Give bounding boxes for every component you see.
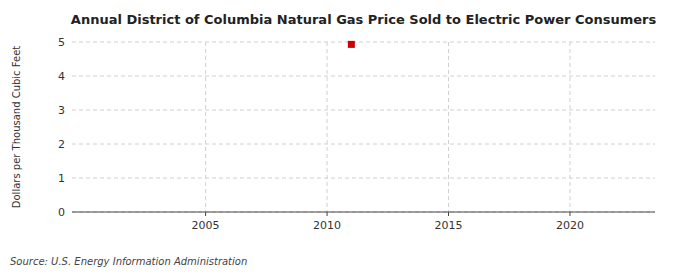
x-tick-label: 2015 [435, 219, 463, 232]
x-tick-label: 2005 [192, 219, 220, 232]
y-grid-line [72, 42, 655, 43]
y-grid-line [72, 144, 655, 145]
y-axis-label: Dollars per Thousand Cubic Feet [11, 46, 22, 209]
y-tick-label: 0 [58, 206, 65, 219]
y-tick-label: 2 [58, 138, 65, 151]
data-point [348, 41, 355, 48]
x-tick-label: 2020 [556, 219, 584, 232]
y-tick-label: 5 [58, 36, 65, 49]
chart: 2005 2010 2015 2020 0 1 2 3 4 5 Annual District of… [0, 0, 675, 275]
y-tick-label: 3 [58, 104, 65, 117]
plot-area [348, 41, 355, 48]
title: Annual District of Columbia Natural Gas … [71, 12, 657, 27]
x-tick [327, 212, 328, 216]
x-grid-line [448, 42, 449, 212]
y-grid-line [72, 178, 655, 179]
x-tick [569, 212, 570, 216]
x-tick [205, 212, 206, 216]
x-tick [448, 212, 449, 216]
y-grid-line [72, 110, 655, 111]
y-tick-label: 1 [58, 172, 65, 185]
x-grid-line [327, 42, 328, 212]
source-note: Source: U.S. Energy Information Administ… [10, 256, 247, 267]
x-axis-line [72, 212, 655, 213]
x-tick-label: 2010 [313, 219, 341, 232]
y-tick-label: 4 [58, 70, 65, 83]
x-grid-line [569, 42, 570, 212]
x-grid-line [205, 42, 206, 212]
y-grid-line [72, 212, 655, 213]
y-grid-line [72, 76, 655, 77]
